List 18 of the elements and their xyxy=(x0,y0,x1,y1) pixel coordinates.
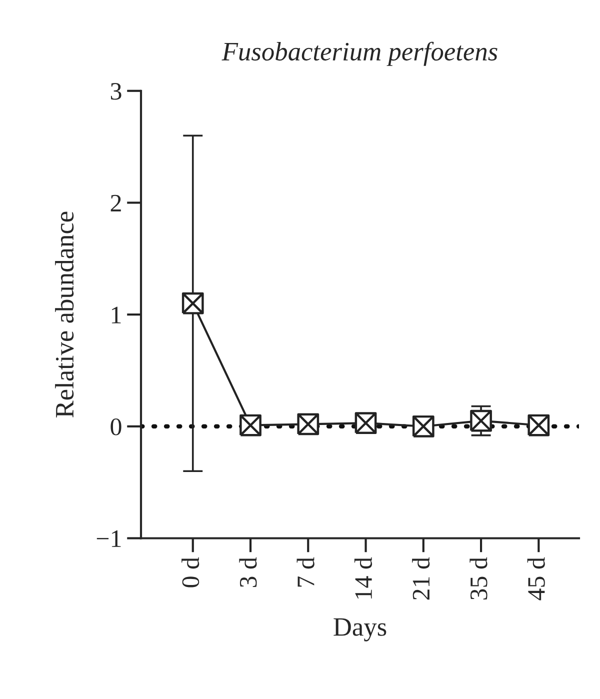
x-tick-label: 3 d xyxy=(239,557,257,588)
y-tick-label: 0 xyxy=(110,418,122,436)
x-tick-label: 35 d xyxy=(470,557,488,600)
x-axis-title: Days xyxy=(334,618,386,642)
point xyxy=(182,292,204,314)
point xyxy=(412,415,434,438)
x-tick-label: 14 d xyxy=(354,557,372,599)
y-tick-label: −1 xyxy=(96,530,121,547)
x-tick-label: 0 d xyxy=(182,557,200,588)
x-tick-label: 7 d xyxy=(296,557,314,587)
y-tick-label: 3 xyxy=(110,82,122,100)
x-tick-label: 21 d xyxy=(412,557,430,600)
y-tick-label: 2 xyxy=(110,194,121,212)
y-tick-label: 1 xyxy=(112,306,121,324)
y-axis-title: Relative abundance xyxy=(55,212,74,418)
point xyxy=(297,413,320,436)
x-tick-label: 45 d xyxy=(527,557,545,600)
chart-title: Fusobacterium perfoetens xyxy=(222,42,498,66)
